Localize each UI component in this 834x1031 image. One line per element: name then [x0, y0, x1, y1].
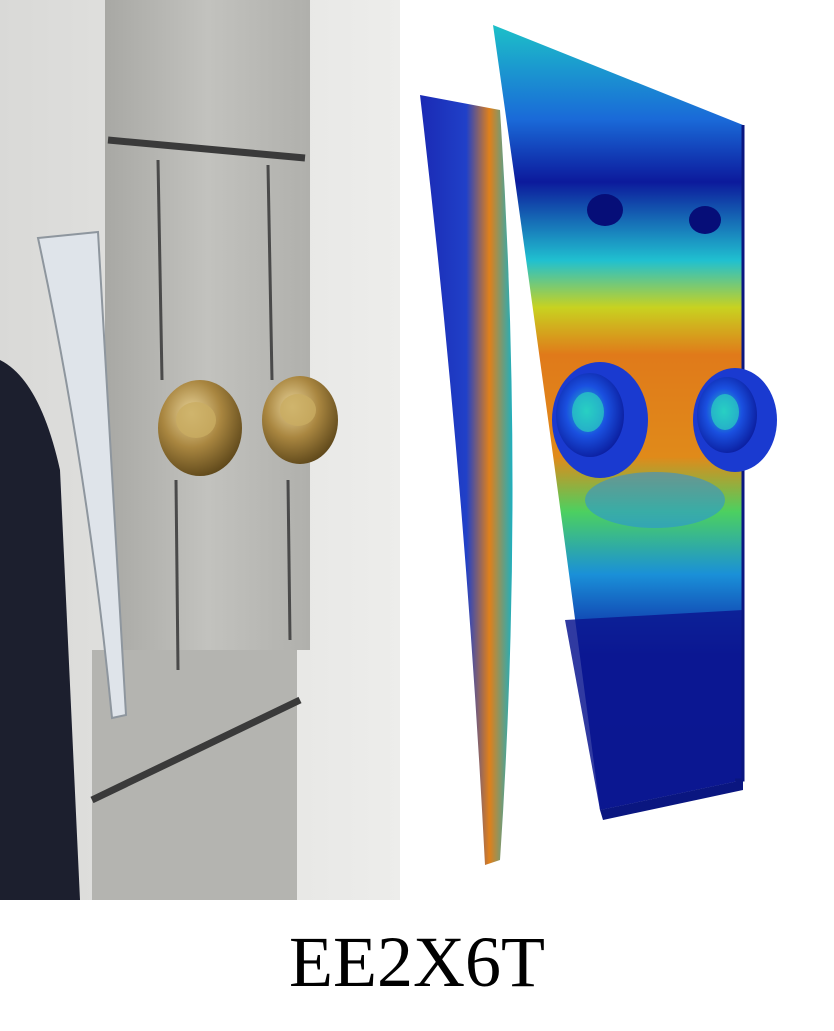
fe-bolt-left [552, 362, 648, 478]
bolt-right [262, 376, 338, 464]
specimen-caption: EE2X6T [289, 922, 545, 1002]
fea-contour-model [420, 25, 777, 865]
fe-bolt-right [693, 368, 777, 472]
bolt-left [158, 380, 242, 476]
specimen-photo [0, 0, 400, 900]
